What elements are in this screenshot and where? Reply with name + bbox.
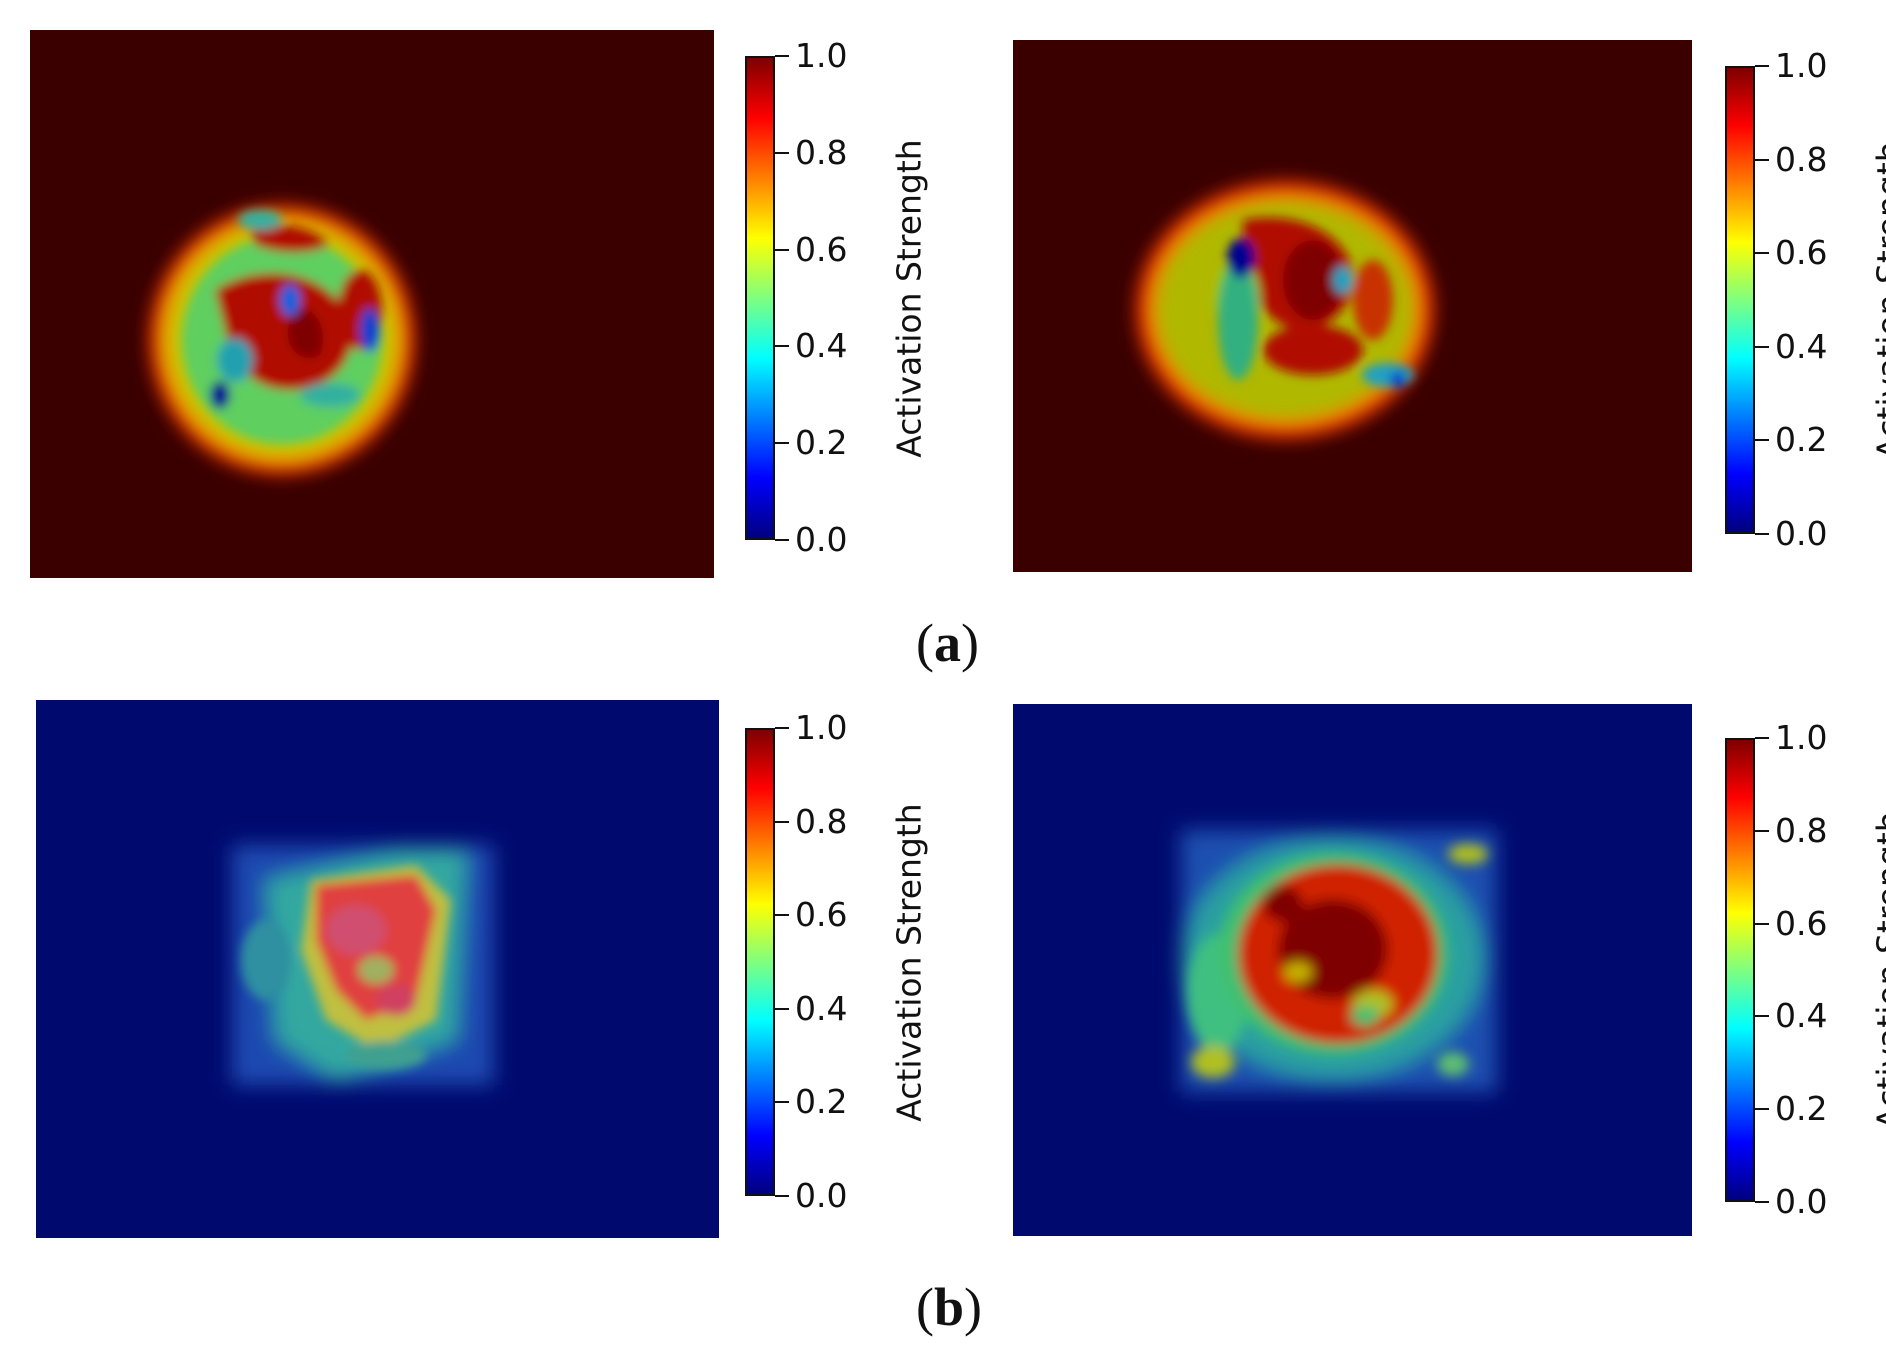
colorbar-gradient (745, 728, 775, 1196)
colorbar-tick-label: 0.2 (795, 1082, 848, 1122)
subfigure-letter-b: b (933, 1277, 965, 1337)
colorbar-tick-label: 0.0 (795, 520, 848, 559)
colorbar-tick-label: 1.0 (1775, 46, 1828, 85)
heatmap-a-left (30, 30, 714, 578)
colorbar-tick-label: 0.8 (1775, 810, 1828, 850)
colorbar-tick (1755, 829, 1769, 832)
colorbar-tick-label: 0.6 (795, 229, 848, 269)
colorbar-tick-label: 0.0 (1775, 1182, 1828, 1221)
subfigure-label-b: (b) (916, 1277, 983, 1337)
colorbar-tick (775, 1101, 789, 1104)
colorbar-tick (775, 151, 789, 154)
colorbar-tick-label: 0.4 (1775, 326, 1828, 366)
colorbar-b-left: 0.0 0.2 0.4 0.6 0.8 1.0 Activation Strength (745, 711, 929, 1212)
colorbar-tick-label: 0.8 (795, 801, 848, 841)
colorbar-tick-label: 1.0 (795, 708, 848, 747)
colorbar-tick-label: 0.8 (795, 132, 848, 172)
subfigure-letter-a: a (933, 613, 961, 673)
heatmap-a-right-svg (1013, 40, 1692, 572)
colorbar-gradient (745, 56, 775, 540)
colorbar-tick (775, 1195, 789, 1197)
colorbar-tick (1755, 533, 1769, 535)
colorbar-tick-label: 0.6 (795, 895, 848, 935)
colorbar-tick-label: 0.6 (1775, 903, 1828, 943)
colorbar-a-right: 0.0 0.2 0.4 0.6 0.8 1.0 Activation Strength (1725, 49, 1886, 550)
colorbar-a-left: 0.0 0.2 0.4 0.6 0.8 1.0 Activation Strength (745, 39, 929, 556)
colorbar-tick (775, 539, 789, 541)
heatmap-a-right (1013, 40, 1692, 572)
heatmap-b-right-svg (1013, 704, 1692, 1236)
colorbar-tick (775, 820, 789, 823)
colorbar-tick (1755, 1108, 1769, 1111)
colorbar-tick (1755, 737, 1769, 739)
colorbar-b-right: 0.0 0.2 0.4 0.6 0.8 1.0 Activation Strength (1725, 721, 1886, 1221)
colorbar-tick-label: 0.4 (795, 326, 848, 366)
colorbar-tick (775, 1007, 789, 1010)
colorbar-tick (1755, 345, 1769, 348)
colorbar-tick-label: 0.0 (1775, 514, 1828, 553)
colorbar-title: Activation Strength (889, 138, 929, 458)
colorbar-tick-label: 0.2 (795, 423, 848, 463)
heatmap-b-left (36, 700, 719, 1238)
colorbar-title: Activation Strength (889, 802, 929, 1122)
colorbar-tick (1755, 439, 1769, 442)
colorbar-tick-label: 1.0 (795, 36, 848, 75)
colorbar-tick (775, 914, 789, 917)
colorbar-tick (775, 345, 789, 348)
colorbar-tick (1755, 158, 1769, 161)
colorbar-tick (1755, 252, 1769, 255)
subfigure-label-a: (a) (916, 613, 979, 673)
colorbar-tick-label: 1.0 (1775, 718, 1828, 757)
colorbar-tick (775, 55, 789, 57)
heatmap-b-right (1013, 704, 1692, 1236)
colorbar-tick (1755, 1201, 1769, 1203)
colorbar-tick (775, 248, 789, 251)
colorbar-gradient (1725, 66, 1755, 534)
colorbar-tick-label: 0.0 (795, 1176, 848, 1215)
colorbar-tick-label: 0.8 (1775, 139, 1828, 179)
colorbar-tick (775, 442, 789, 445)
colorbar-tick (775, 727, 789, 729)
colorbar-gradient (1725, 738, 1755, 1202)
colorbar-tick (1755, 922, 1769, 925)
heatmap-b-left-svg (36, 700, 719, 1238)
heatmap-a-left-svg (30, 30, 714, 578)
colorbar-tick-label: 0.2 (1775, 1089, 1828, 1129)
colorbar-tick-label: 0.4 (1775, 996, 1828, 1036)
colorbar-title: Activation Strength (1869, 810, 1886, 1130)
colorbar-title: Activation Strength (1869, 140, 1886, 460)
colorbar-tick-label: 0.6 (1775, 233, 1828, 273)
colorbar-tick-label: 0.4 (795, 988, 848, 1028)
colorbar-tick (1755, 1015, 1769, 1018)
colorbar-tick (1755, 65, 1769, 67)
colorbar-tick-label: 0.2 (1775, 420, 1828, 460)
